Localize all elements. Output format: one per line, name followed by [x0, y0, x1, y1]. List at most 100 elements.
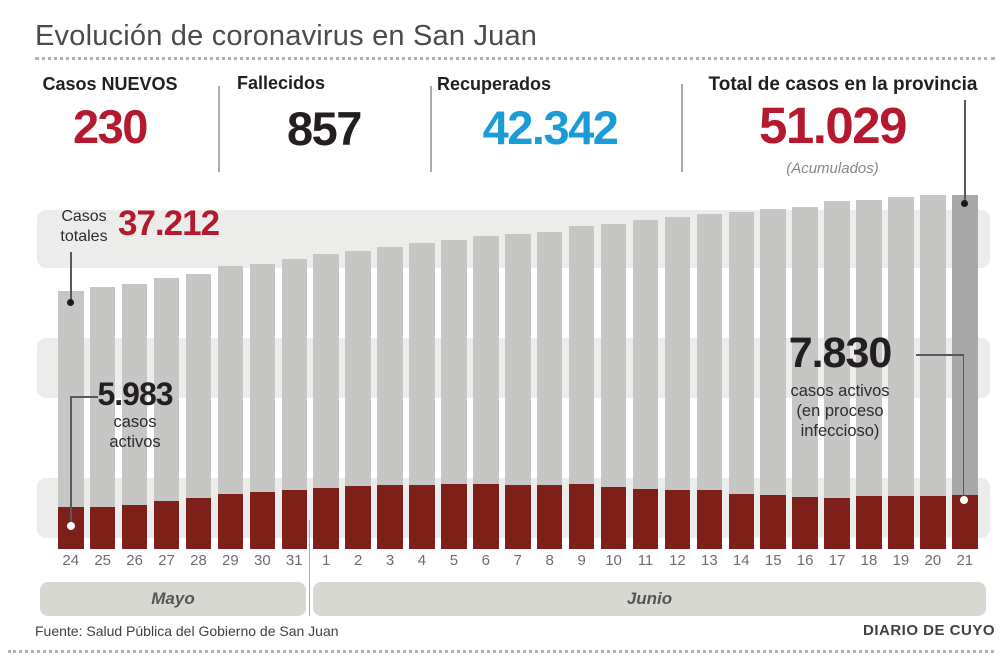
annotation-totals-label: Casos totales: [60, 208, 108, 245]
active-bar: [856, 496, 882, 549]
total-bar: [888, 196, 914, 549]
active-bar: [505, 484, 531, 549]
x-axis-label: 4: [417, 552, 427, 569]
active-bar: [920, 496, 946, 549]
annotation-connector: [70, 396, 72, 527]
active-bar: [377, 484, 403, 549]
total-bar: [760, 209, 786, 549]
x-axis-label: 2: [353, 552, 363, 569]
annotation-dot: [67, 299, 74, 306]
annotation-dot: [959, 496, 968, 504]
total-bar: [728, 212, 755, 549]
top-dotted-divider: [35, 57, 995, 60]
x-axis-label: 15: [764, 552, 782, 569]
total-bar: [952, 194, 978, 549]
stat-deaths-label: Fallecidos: [237, 73, 326, 93]
active-bar: [728, 493, 755, 549]
total-bar: [856, 199, 882, 549]
active-bar: [121, 504, 148, 549]
active-bar: [409, 484, 435, 549]
total-bar: [89, 286, 116, 549]
x-axis-label: 25: [94, 552, 112, 569]
total-pointer-dot: [961, 200, 968, 207]
x-axis-label: 3: [385, 552, 395, 569]
annotation-actives-start-value: 5.983: [97, 376, 173, 412]
x-axis-label: 18: [860, 552, 878, 569]
page-title: Evolución de coronavirus en San Juan: [35, 20, 538, 52]
month-label-junio: Junio: [626, 589, 673, 608]
annotation-actives-end-label: casos activos (en proceso infeccioso): [790, 382, 890, 441]
x-axis-label: 11: [637, 552, 654, 569]
annotation-actives-end-value: 7.830: [788, 329, 893, 377]
total-bar: [920, 194, 946, 549]
annotation-connector: [70, 252, 72, 302]
stat-new-cases-value: 230: [73, 100, 148, 153]
annotation-connector: [962, 354, 964, 500]
active-bar: [441, 484, 467, 549]
stat-total-label: Total de casos en la provincia: [708, 74, 978, 95]
month-band-mayo: Mayo: [40, 582, 306, 616]
active-bar: [824, 497, 850, 549]
active-bar: [792, 496, 818, 549]
x-axis-label: 27: [158, 552, 175, 569]
x-axis-label: 7: [513, 552, 522, 569]
month-label-mayo: Mayo: [151, 589, 195, 608]
active-bar: [313, 488, 339, 549]
annotation-connector: [70, 396, 98, 398]
x-axis-label: 26: [126, 552, 143, 569]
total-bar: [792, 206, 818, 549]
x-axis-label: 12: [669, 552, 686, 569]
active-bar: [632, 488, 659, 549]
x-axis-label: 21: [956, 552, 974, 569]
active-bar: [345, 486, 371, 549]
x-axis-label: 6: [481, 552, 490, 569]
stat-recovered-value: 42.342: [482, 101, 619, 154]
credit-text: DIARIO DE CUYO: [862, 622, 995, 639]
active-bar: [600, 486, 627, 549]
annotation-connector: [916, 354, 964, 356]
stat-deaths-value: 857: [287, 102, 362, 155]
active-bar: [185, 497, 212, 549]
stat-recovered-label: Recuperados: [437, 74, 552, 94]
source-text: Fuente: Salud Pública del Gobierno de Sa…: [35, 623, 339, 639]
active-bar: [217, 494, 244, 549]
annotation-actives-start-label: casos activos: [109, 413, 161, 452]
month-separator-line: [309, 520, 310, 616]
active-bar: [473, 484, 499, 549]
stat-new-cases-label: Casos NUEVOS: [42, 74, 178, 94]
x-axis-label: 1: [322, 552, 331, 569]
active-bar: [281, 489, 307, 549]
annotation-totals-value: 37.212: [118, 204, 220, 243]
active-bar: [664, 489, 691, 549]
bottom-dotted-divider: [8, 650, 994, 653]
active-bar: [153, 501, 180, 549]
x-axis-label: 28: [190, 552, 207, 569]
x-axis-label: 20: [924, 552, 942, 569]
x-axis-label: 19: [892, 552, 910, 569]
x-axis-label: 31: [285, 552, 303, 569]
stat-total-value: 51.029: [759, 97, 908, 154]
total-pointer-line: [964, 100, 966, 203]
active-bar: [249, 492, 276, 549]
month-band-junio: Junio: [313, 582, 986, 616]
x-axis-label: 16: [796, 552, 814, 569]
x-axis-label: 5: [449, 552, 459, 569]
total-bar: [824, 201, 850, 549]
annotation-dot: [66, 522, 75, 530]
active-bar: [536, 484, 563, 549]
active-bar: [888, 496, 914, 549]
x-axis-label: 24: [62, 552, 80, 569]
x-axis-label: 17: [828, 552, 846, 569]
x-axis-label: 13: [701, 552, 718, 569]
stat-divider: [430, 86, 432, 172]
stat-total-note: (Acumulados): [786, 160, 879, 177]
x-axis-label: 29: [222, 552, 239, 569]
stat-divider: [218, 86, 220, 172]
active-bar: [89, 506, 116, 549]
x-axis-label: 10: [605, 552, 622, 569]
stat-divider: [681, 84, 683, 172]
x-axis-label: 30: [253, 552, 271, 569]
